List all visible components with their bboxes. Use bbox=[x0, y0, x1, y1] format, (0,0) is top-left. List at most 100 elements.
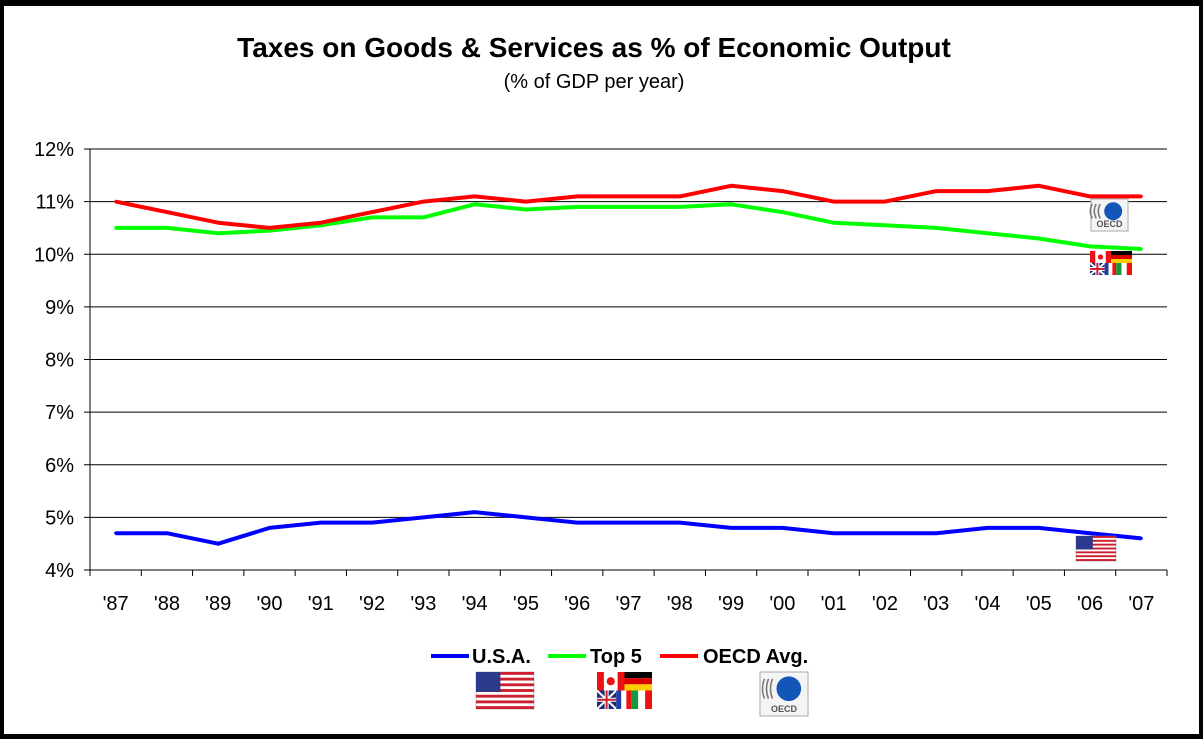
data-point bbox=[729, 526, 733, 530]
oecd-logo-arc bbox=[1093, 203, 1097, 219]
data-point bbox=[165, 210, 169, 214]
x-tick-label: '03 bbox=[923, 593, 949, 615]
x-tick-label: '94 bbox=[462, 593, 488, 615]
chart-area bbox=[4, 6, 1199, 734]
italy-band bbox=[645, 690, 652, 709]
axes bbox=[84, 148, 1168, 576]
data-point bbox=[883, 223, 887, 227]
oecd-logo-arc bbox=[761, 678, 766, 699]
flag-canton bbox=[1076, 536, 1093, 550]
x-tick-label: '92 bbox=[359, 593, 385, 615]
x-tick-label: '93 bbox=[410, 593, 436, 615]
data-point bbox=[1088, 531, 1092, 535]
italy-band bbox=[638, 690, 646, 709]
flag-stripe bbox=[1076, 547, 1116, 550]
data-point bbox=[780, 189, 784, 193]
germany-flag bbox=[624, 672, 652, 679]
italy-flag bbox=[1116, 263, 1122, 275]
data-point bbox=[780, 526, 784, 530]
france-band bbox=[626, 690, 632, 709]
data-point bbox=[627, 521, 630, 525]
data-point bbox=[421, 215, 425, 219]
oecd-logo-arc bbox=[769, 678, 774, 699]
x-tick-label: '89 bbox=[205, 593, 231, 615]
france-band bbox=[621, 690, 627, 709]
italy-band bbox=[1126, 263, 1132, 275]
data-point bbox=[986, 189, 989, 193]
oecd-logo-icon: OECD bbox=[759, 671, 809, 717]
data-point bbox=[1139, 536, 1143, 540]
flag-stripe bbox=[476, 677, 534, 681]
data-point bbox=[370, 521, 374, 525]
flag-stripe bbox=[476, 683, 534, 687]
y-tick-label: 7% bbox=[45, 402, 74, 424]
data-point bbox=[524, 200, 528, 204]
germany-flag bbox=[1111, 251, 1132, 255]
x-tick-label: '01 bbox=[821, 593, 847, 615]
oecd-logo-globe bbox=[1104, 202, 1123, 221]
data-point bbox=[883, 200, 887, 204]
data-point bbox=[883, 531, 887, 535]
top5-flags-icon bbox=[1089, 251, 1132, 276]
data-point bbox=[986, 526, 989, 530]
germany-band bbox=[1111, 255, 1132, 259]
flag-stripe bbox=[1076, 536, 1116, 538]
france-band bbox=[1112, 263, 1117, 275]
data-point bbox=[370, 215, 374, 219]
data-point bbox=[114, 226, 118, 230]
data-point bbox=[729, 184, 733, 188]
y-tick-label: 6% bbox=[45, 455, 74, 477]
flag-stripe bbox=[1076, 539, 1116, 542]
y-tick-label: 9% bbox=[45, 297, 74, 319]
germany-band bbox=[624, 684, 652, 691]
data-point bbox=[934, 226, 938, 230]
legend-item-1: Top 5 bbox=[548, 646, 652, 710]
legend: U.S.A. Top 5 OECD Avg. OECD bbox=[431, 646, 809, 717]
flag-stripe bbox=[476, 706, 534, 709]
oecd-logo-globe bbox=[776, 676, 802, 702]
flag-stripe bbox=[1076, 543, 1116, 546]
data-point bbox=[934, 189, 938, 193]
chart-title: Taxes on Goods & Services as % of Econom… bbox=[237, 32, 951, 63]
data-point bbox=[729, 202, 733, 206]
oecd-logo-arc bbox=[765, 678, 770, 699]
data-point bbox=[473, 510, 477, 514]
data-point bbox=[678, 194, 682, 198]
legend-label: Top 5 bbox=[590, 646, 642, 668]
data-point bbox=[114, 200, 118, 204]
us-flag-icon bbox=[475, 671, 535, 710]
chart-subtitle: (% of GDP per year) bbox=[504, 71, 685, 93]
flag-stripe bbox=[476, 700, 534, 704]
oecd-logo-icon: OECD bbox=[1089, 198, 1129, 232]
data-point bbox=[473, 202, 477, 206]
data-point bbox=[421, 515, 425, 519]
gridlines bbox=[90, 148, 1167, 571]
data-point bbox=[114, 531, 118, 535]
series-end-icons: OECD bbox=[1075, 198, 1132, 562]
data-point bbox=[524, 515, 528, 519]
legend-label: OECD Avg. bbox=[703, 646, 808, 668]
data-point bbox=[780, 210, 784, 214]
italy-flag bbox=[631, 690, 639, 709]
x-tick-label: '97 bbox=[615, 593, 641, 615]
flag-stripe bbox=[476, 694, 534, 698]
data-point bbox=[319, 221, 323, 225]
france-band bbox=[1108, 263, 1113, 275]
y-tick-label: 10% bbox=[34, 244, 74, 266]
x-tick-label: '96 bbox=[564, 593, 590, 615]
flag-stripe bbox=[1076, 559, 1116, 561]
data-point bbox=[1037, 236, 1041, 240]
data-point bbox=[216, 542, 220, 546]
italy-band bbox=[1121, 263, 1127, 275]
oecd-logo-text: OECD bbox=[771, 704, 798, 714]
y-tick-label: 8% bbox=[45, 350, 74, 372]
data-point bbox=[473, 194, 477, 198]
x-tick-label: '87 bbox=[103, 593, 129, 615]
data-point bbox=[268, 226, 271, 230]
germany-band bbox=[1111, 259, 1132, 263]
flag-stripe bbox=[476, 689, 534, 692]
data-point bbox=[832, 531, 836, 535]
oecd-logo-arc bbox=[1089, 203, 1093, 219]
data-point bbox=[1088, 194, 1092, 198]
